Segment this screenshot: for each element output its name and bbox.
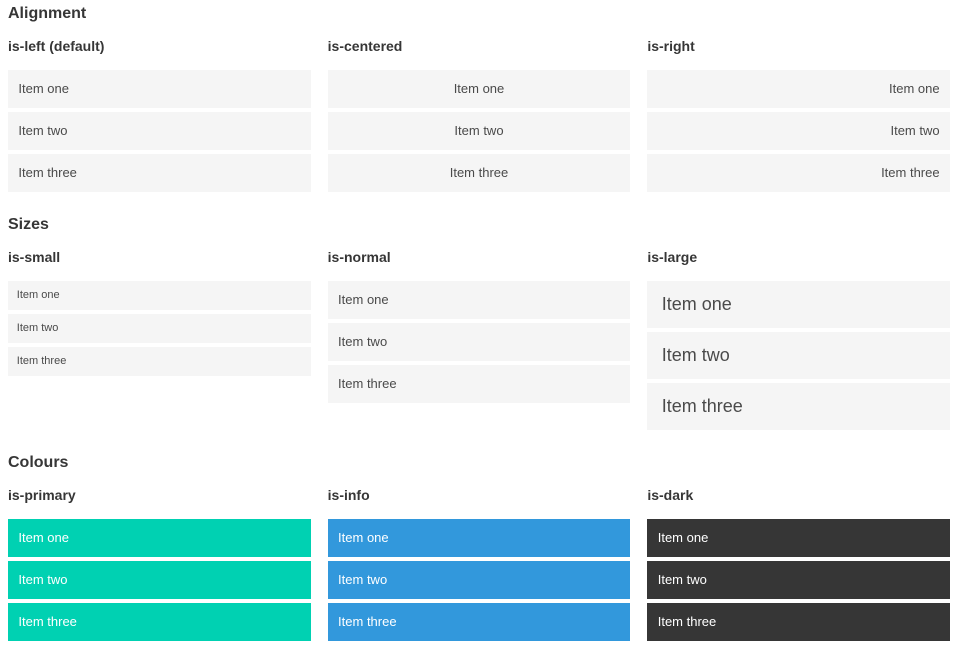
column-is-small: is-small Item one Item two Item three xyxy=(8,249,311,380)
list-item[interactable]: Item one xyxy=(327,518,631,557)
list-item[interactable]: Item one xyxy=(647,69,950,108)
alignment-grid: is-left (default) Item one Item two Item… xyxy=(8,38,950,196)
column-is-left: is-left (default) Item one Item two Item… xyxy=(8,38,311,196)
list-item[interactable]: Item two xyxy=(647,331,950,379)
list-item[interactable]: Item one xyxy=(327,69,631,108)
list-item[interactable]: Item three xyxy=(8,153,311,192)
list-item[interactable]: Item two xyxy=(327,322,631,361)
colours-grid: is-primary Item one Item two Item three … xyxy=(8,487,950,645)
list-item[interactable]: Item one xyxy=(8,69,311,108)
list-item[interactable]: Item one xyxy=(8,518,311,557)
list-item[interactable]: Item three xyxy=(8,602,311,641)
variant-heading-is-large: is-large xyxy=(647,249,698,266)
variant-heading-is-small: is-small xyxy=(8,249,61,266)
list-item[interactable]: Item one xyxy=(647,280,950,328)
column-is-centered: is-centered Item one Item two Item three xyxy=(327,38,631,196)
list-item[interactable]: Item three xyxy=(327,364,631,403)
list-is-centered: Item one Item two Item three xyxy=(327,69,631,192)
section-title-alignment: Alignment xyxy=(8,5,87,22)
list-item[interactable]: Item two xyxy=(8,111,311,150)
list-is-left: Item one Item two Item three xyxy=(8,69,311,192)
list-item[interactable]: Item three xyxy=(647,382,950,430)
section-alignment: Alignment is-left (default) Item one Ite… xyxy=(8,4,950,196)
column-is-primary: is-primary Item one Item two Item three xyxy=(8,487,311,645)
section-sizes: Sizes is-small Item one Item two Item th… xyxy=(8,215,950,434)
variant-heading-is-normal: is-normal xyxy=(327,249,391,266)
column-is-right: is-right Item one Item two Item three xyxy=(647,38,950,196)
variant-heading-is-info: is-info xyxy=(327,487,370,504)
list-item[interactable]: Item one xyxy=(8,280,311,310)
sizes-grid: is-small Item one Item two Item three is… xyxy=(8,249,950,434)
section-title-sizes: Sizes xyxy=(8,215,49,233)
list-item[interactable]: Item two xyxy=(647,111,950,150)
list-item[interactable]: Item two xyxy=(647,560,950,599)
variant-heading-is-primary: is-primary xyxy=(8,487,76,504)
list-item[interactable]: Item two xyxy=(8,313,311,343)
list-item[interactable]: Item two xyxy=(327,560,631,599)
section-title-colours: Colours xyxy=(8,453,69,471)
variant-heading-is-centered: is-centered xyxy=(327,38,403,55)
list-is-small: Item one Item two Item three xyxy=(8,280,311,376)
variant-heading-is-left: is-left (default) xyxy=(8,38,105,55)
list-is-normal: Item one Item two Item three xyxy=(327,280,631,403)
list-item[interactable]: Item three xyxy=(647,153,950,192)
variant-heading-is-right: is-right xyxy=(647,38,695,55)
list-item[interactable]: Item one xyxy=(327,280,631,319)
list-item[interactable]: Item three xyxy=(327,153,631,192)
list-is-info: Item one Item two Item three xyxy=(327,518,631,641)
column-is-large: is-large Item one Item two Item three xyxy=(647,249,950,434)
list-is-right: Item one Item two Item three xyxy=(647,69,950,192)
column-is-info: is-info Item one Item two Item three xyxy=(327,487,631,645)
section-colours: Colours is-primary Item one Item two Ite… xyxy=(8,453,950,645)
list-item[interactable]: Item three xyxy=(8,346,311,376)
list-item[interactable]: Item three xyxy=(327,602,631,641)
list-item[interactable]: Item one xyxy=(647,518,950,557)
column-is-dark: is-dark Item one Item two Item three xyxy=(647,487,950,645)
list-item[interactable]: Item three xyxy=(647,602,950,641)
list-item[interactable]: Item two xyxy=(8,560,311,599)
list-is-primary: Item one Item two Item three xyxy=(8,518,311,641)
column-is-normal: is-normal Item one Item two Item three xyxy=(327,249,631,407)
list-is-dark: Item one Item two Item three xyxy=(647,518,950,641)
variant-heading-is-dark: is-dark xyxy=(647,487,694,504)
list-item[interactable]: Item two xyxy=(327,111,631,150)
list-is-large: Item one Item two Item three xyxy=(647,280,950,430)
